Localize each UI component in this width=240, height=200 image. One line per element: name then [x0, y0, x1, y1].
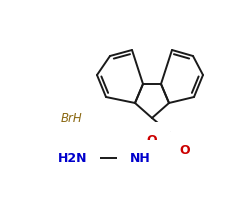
Text: NH: NH [130, 152, 150, 166]
Text: H2N: H2N [58, 152, 88, 166]
Text: O: O [180, 144, 190, 158]
Text: BrH: BrH [61, 112, 83, 124]
Text: O: O [147, 134, 157, 148]
